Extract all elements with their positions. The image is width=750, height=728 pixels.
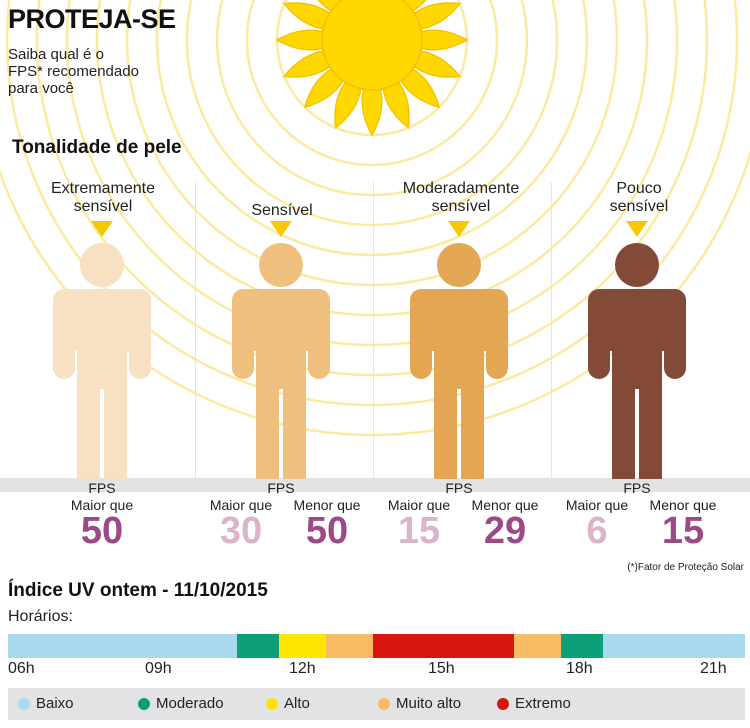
- less-than-label: Menor que: [293, 497, 361, 513]
- less-than-label: Menor que: [471, 497, 539, 513]
- fps-label: FPS: [88, 480, 116, 496]
- uv-segment-baixo: [8, 634, 238, 658]
- legend-dot-baixo: [18, 698, 30, 710]
- uv-timeline: [8, 634, 745, 658]
- uv-segment-extremo: [373, 634, 515, 658]
- fps-max-value: 15: [661, 510, 705, 552]
- uv-segment-moderado: [560, 634, 604, 658]
- sun-rings: [0, 0, 750, 437]
- legend-label: Baixo: [36, 695, 74, 712]
- legend-label: Moderado: [156, 695, 224, 712]
- column-divider: [195, 182, 196, 482]
- pointer-icon: [448, 221, 470, 237]
- person-figure-slightly-sensitive: [588, 243, 686, 479]
- fps-label: FPS: [267, 480, 295, 496]
- greater-than-label: Maior que: [565, 497, 629, 513]
- sun-icon: [275, 0, 469, 137]
- legend-label: Muito alto: [396, 695, 462, 712]
- legend-label: Extremo: [515, 695, 571, 712]
- footnote: (*)Fator de Proteção Solar: [627, 562, 744, 573]
- skin-label-sensitive: Sensível: [251, 202, 313, 219]
- fps-label: FPS: [445, 480, 473, 496]
- hour-tick: 21h: [700, 660, 727, 677]
- greater-than-label: Maior que: [387, 497, 451, 513]
- uv-legend: Baixo Moderado Alto Muito alto Extremo: [8, 688, 745, 720]
- less-than-label: Menor que: [649, 497, 717, 513]
- legend-dot-moderado: [138, 698, 150, 710]
- pointer-icon: [91, 221, 113, 237]
- subtitle-line: Saiba qual é o: [8, 46, 104, 63]
- uv-segment-muito-alto: [326, 634, 374, 658]
- fps-min-value: 15: [397, 510, 441, 552]
- legend-dot-alto: [266, 698, 278, 710]
- person-figure-moderately-sensitive: [410, 243, 508, 479]
- page-subtitle: Saiba qual é o FPS* recomendado para voc…: [8, 46, 178, 97]
- uv-segment-alto: [279, 634, 327, 658]
- skin-label-moderately-sensitive: Moderadamente sensível: [402, 180, 520, 215]
- hours-label: Horários:: [8, 608, 73, 625]
- greater-than-label: Maior que: [70, 497, 134, 513]
- uv-segment-baixo: [603, 634, 745, 658]
- hour-tick: 12h: [289, 660, 316, 677]
- column-divider: [551, 182, 552, 482]
- skin-label-slightly-sensitive: Pouco sensível: [609, 180, 669, 215]
- legend-dot-extremo: [497, 698, 509, 710]
- subtitle-line: FPS* recomendado: [8, 63, 139, 80]
- column-divider: [373, 182, 374, 482]
- person-figure-extremely-sensitive: [53, 243, 151, 479]
- uv-segment-moderado: [237, 634, 280, 658]
- fps-value: 50: [80, 510, 124, 552]
- pointer-icon: [626, 221, 648, 237]
- pointer-icon: [270, 221, 292, 237]
- uv-index-title: Índice UV ontem - 11/10/2015: [8, 580, 268, 601]
- legend-dot-muito-alto: [378, 698, 390, 710]
- fps-label: FPS: [623, 480, 651, 496]
- fps-min-value: 30: [219, 510, 263, 552]
- skin-tone-heading: Tonalidade de pele: [12, 137, 182, 158]
- subtitle-line: para você: [8, 80, 74, 97]
- fps-max-value: 50: [305, 510, 349, 552]
- hour-tick: 09h: [145, 660, 172, 677]
- hour-tick: 18h: [566, 660, 593, 677]
- page-title: PROTEJA-SE: [8, 4, 176, 34]
- hour-tick: 15h: [428, 660, 455, 677]
- legend-label: Alto: [284, 695, 310, 712]
- fps-min-value: 6: [586, 510, 608, 552]
- fps-band: [0, 478, 750, 492]
- hour-tick: 06h: [8, 660, 35, 677]
- person-figure-sensitive: [232, 243, 330, 479]
- uv-segment-muito-alto: [514, 634, 561, 658]
- fps-max-value: 29: [483, 510, 527, 552]
- greater-than-label: Maior que: [209, 497, 273, 513]
- skin-label-extremely-sensitive: Extremamente sensível: [50, 180, 156, 215]
